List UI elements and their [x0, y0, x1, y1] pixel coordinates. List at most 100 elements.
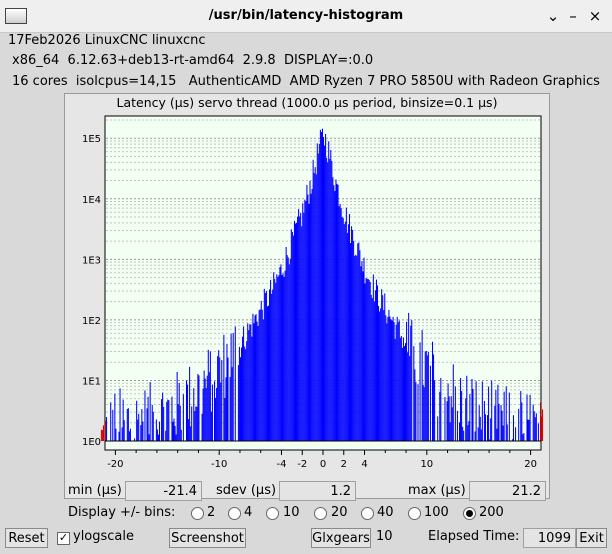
histogram-bar	[327, 162, 329, 442]
histogram-bar	[414, 369, 416, 441]
histogram-bar	[521, 402, 523, 441]
bins-radio-10[interactable]	[266, 507, 279, 520]
histogram-bar	[349, 243, 352, 441]
histogram-bar	[171, 396, 173, 441]
histogram-bar	[196, 406, 198, 441]
histogram-bar	[301, 226, 303, 441]
histogram-bar	[380, 308, 382, 441]
reset-button[interactable]: Reset	[5, 528, 48, 548]
histogram-bar	[491, 380, 493, 441]
histogram-bar	[328, 141, 330, 441]
histogram-bar	[258, 310, 260, 441]
histogram-bar	[403, 346, 406, 441]
ylogscale-checkbox[interactable]: ✓	[57, 531, 70, 545]
histogram-bar	[105, 420, 107, 441]
bins-radio-20[interactable]	[314, 507, 327, 520]
histogram-bar	[354, 255, 356, 441]
histogram-bar	[173, 418, 175, 441]
window-menu-icon[interactable]	[5, 8, 27, 24]
histogram-bar	[294, 223, 297, 441]
histogram-bar	[339, 203, 341, 441]
histogram-bar	[356, 255, 358, 441]
histogram-bar	[488, 386, 490, 441]
histogram-bar	[177, 404, 179, 441]
histogram-bar	[167, 399, 169, 441]
histogram-bar	[149, 382, 151, 441]
bins-radio-200[interactable]	[463, 507, 476, 520]
histogram-bar	[231, 367, 233, 441]
histogram-bar	[247, 323, 249, 441]
histogram-bar	[336, 183, 338, 441]
histogram-bar	[296, 222, 298, 441]
histogram-bar	[101, 430, 103, 441]
sdev-label: sdev (µs)	[216, 483, 277, 498]
histogram-bar	[417, 384, 419, 441]
x-tick-label: 4	[361, 459, 367, 470]
close-button[interactable]: ×	[588, 7, 602, 25]
histogram-bar	[238, 346, 240, 441]
histogram-bar	[370, 294, 372, 441]
histogram-bar	[224, 397, 226, 441]
histogram-bar	[281, 275, 283, 441]
histogram-bar	[388, 309, 390, 441]
histogram-bar	[240, 347, 243, 441]
screenshot-button[interactable]: Screenshot	[169, 528, 246, 548]
histogram-bar	[256, 321, 258, 441]
histogram-bar	[484, 414, 486, 441]
shade-button[interactable]: ⌄	[546, 7, 560, 25]
histogram-bar	[309, 180, 311, 442]
histogram-bar	[223, 334, 225, 441]
histogram-bar	[437, 416, 439, 441]
histogram-bar	[490, 418, 492, 441]
histogram-bar	[498, 403, 500, 441]
bins-option-40: 40	[377, 505, 394, 520]
histogram-bar	[128, 431, 130, 441]
bins-radio-2[interactable]	[191, 507, 204, 520]
histogram-bar	[357, 243, 359, 441]
histogram-bar	[419, 342, 421, 441]
histogram-bar	[315, 174, 317, 441]
histogram-bar	[259, 309, 261, 441]
histogram-bar	[274, 279, 276, 441]
histogram-bar	[221, 360, 223, 441]
histogram-bar	[395, 324, 397, 441]
histogram-bar	[207, 349, 209, 441]
histogram-bar	[267, 305, 270, 441]
histogram-bar	[340, 208, 342, 441]
exit-button[interactable]: Exit	[576, 528, 607, 548]
histogram-bar	[373, 301, 375, 441]
histogram-bar	[533, 411, 535, 441]
histogram-bar	[426, 355, 428, 441]
histogram-bar	[151, 404, 153, 441]
bins-option-10: 10	[283, 505, 300, 520]
minimize-button[interactable]: –	[569, 7, 577, 25]
bins-radio-40[interactable]	[361, 507, 374, 520]
histogram-bar	[463, 430, 465, 441]
histogram-bar	[121, 427, 123, 441]
histogram-bar	[489, 439, 491, 441]
histogram-bar	[229, 376, 231, 441]
histogram-bar	[376, 285, 379, 441]
histogram-bar	[141, 409, 143, 441]
histogram-bar	[326, 157, 328, 441]
bins-option-100: 100	[424, 505, 449, 520]
bins-radio-100[interactable]	[408, 507, 421, 520]
histogram-bar	[320, 132, 322, 442]
histogram-bar	[147, 396, 149, 441]
glxgears-button[interactable]: Glxgears	[311, 528, 371, 548]
histogram-bar	[204, 378, 206, 441]
histogram-bar	[383, 310, 385, 441]
bins-radio-4[interactable]	[228, 507, 241, 520]
histogram-bar	[526, 394, 528, 441]
histogram-bar	[382, 295, 384, 441]
histogram-bar	[299, 216, 301, 441]
histogram-bar	[220, 382, 222, 441]
y-tick-label: 1E5	[82, 134, 101, 145]
bins-option-4: 4	[244, 505, 253, 520]
histogram-bar	[447, 383, 449, 441]
histogram-bar	[359, 250, 361, 441]
histogram-bar	[284, 270, 286, 441]
histogram-bar	[112, 409, 114, 441]
histogram-bar	[474, 431, 476, 441]
histogram-bar	[314, 167, 316, 442]
